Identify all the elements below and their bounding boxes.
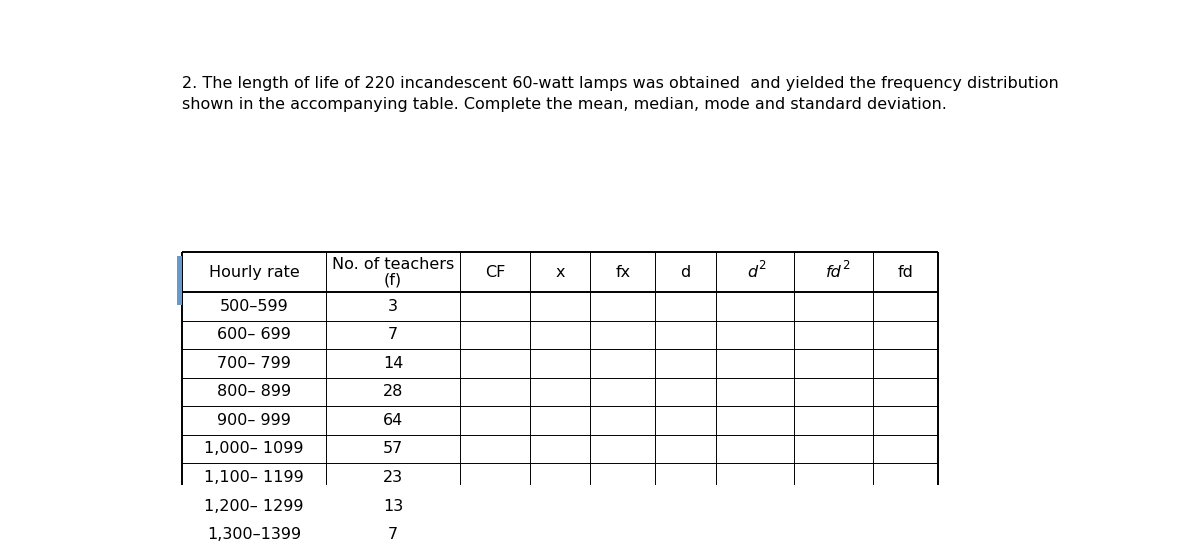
Text: 700– 799: 700– 799 [217,356,291,371]
Text: 2: 2 [843,259,850,272]
Text: x: x [555,264,565,280]
Text: 3: 3 [388,299,399,314]
Text: 13: 13 [383,499,403,513]
Text: 7: 7 [388,328,399,342]
Text: 57: 57 [383,441,403,457]
Text: fd: fd [898,264,913,280]
Text: 1,300–1399: 1,300–1399 [207,527,302,542]
Text: 1,000– 1099: 1,000– 1099 [205,441,304,457]
Text: 1,100– 1199: 1,100– 1199 [205,470,304,485]
Text: 500–599: 500–599 [219,299,288,314]
Text: 7: 7 [388,527,399,542]
Text: d: d [747,264,758,280]
Text: 2. The length of life of 220 incandescent 60-watt lamps was obtained  and yielde: 2. The length of life of 220 incandescen… [182,76,1059,91]
Text: 2: 2 [758,259,765,272]
Text: 900– 999: 900– 999 [217,413,291,428]
Text: fx: fx [615,264,631,280]
Text: d: d [680,264,691,280]
Text: 14: 14 [383,356,403,371]
Text: 28: 28 [383,384,403,399]
Text: 64: 64 [383,413,403,428]
Text: (f): (f) [384,272,402,287]
Text: fd: fd [826,264,843,280]
Text: 1,200– 1299: 1,200– 1299 [205,499,304,513]
Text: shown in the accompanying table. Complete the mean, median, mode and standard de: shown in the accompanying table. Complet… [182,97,947,112]
Text: CF: CF [485,264,505,280]
Text: 600– 699: 600– 699 [217,328,291,342]
Text: No. of teachers: No. of teachers [332,257,455,272]
Bar [177,256,182,305]
Text: 800– 899: 800– 899 [217,384,291,399]
Text: Hourly rate: Hourly rate [208,264,299,280]
Text: 23: 23 [383,470,403,485]
